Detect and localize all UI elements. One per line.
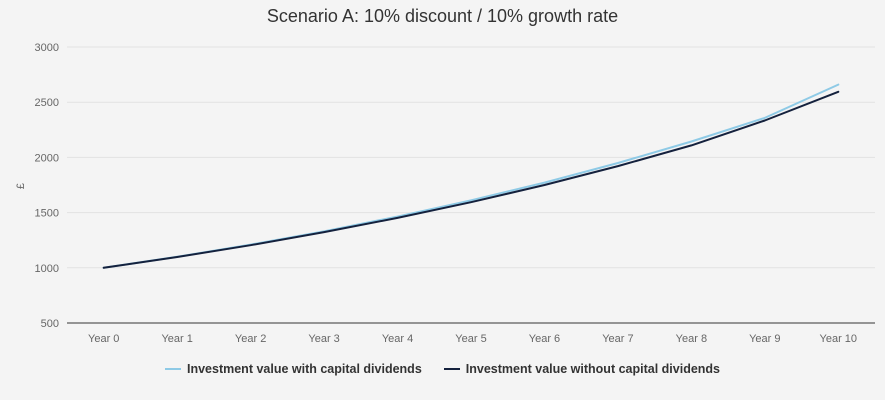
x-tick-label: Year 9	[749, 333, 780, 345]
legend-swatch	[164, 368, 181, 370]
chart-title: Scenario A: 10% discount / 10% growth ra…	[266, 6, 619, 26]
x-tick-label: Year 1	[161, 333, 192, 345]
x-tick-label: Year 10	[820, 333, 858, 345]
series-line-2	[102, 90, 840, 269]
y-tick-label: 1000	[35, 263, 59, 275]
legend-label: Investment value with capital dividends	[186, 362, 422, 376]
x-tick-label: Year 7	[602, 333, 633, 345]
y-axis-label: £	[15, 183, 27, 189]
y-tick-label: 2500	[35, 97, 59, 109]
x-tick-label: Year 2	[235, 333, 266, 345]
x-tick-label: Year 0	[88, 333, 119, 345]
y-tick-label: 1500	[35, 208, 59, 220]
legend-swatch	[443, 368, 460, 370]
y-tick-label: 2000	[35, 152, 59, 164]
x-tick-label: Year 8	[676, 333, 707, 345]
legend-item-1[interactable]: Investment value with capital dividends	[164, 362, 422, 376]
legend-item-2[interactable]: Investment value without capital dividen…	[443, 362, 720, 376]
x-tick-label: Year 6	[529, 333, 560, 345]
y-tick-label: 500	[41, 318, 59, 330]
chart-legend: Investment value with capital dividends I…	[0, 362, 885, 376]
x-tick-label: Year 4	[382, 333, 413, 345]
x-tick-label: Year 3	[308, 333, 339, 345]
x-tick-label: Year 5	[455, 333, 486, 345]
legend-label: Investment value without capital dividen…	[465, 362, 720, 376]
series-line-1	[102, 83, 840, 269]
y-tick-label: 3000	[35, 42, 59, 54]
